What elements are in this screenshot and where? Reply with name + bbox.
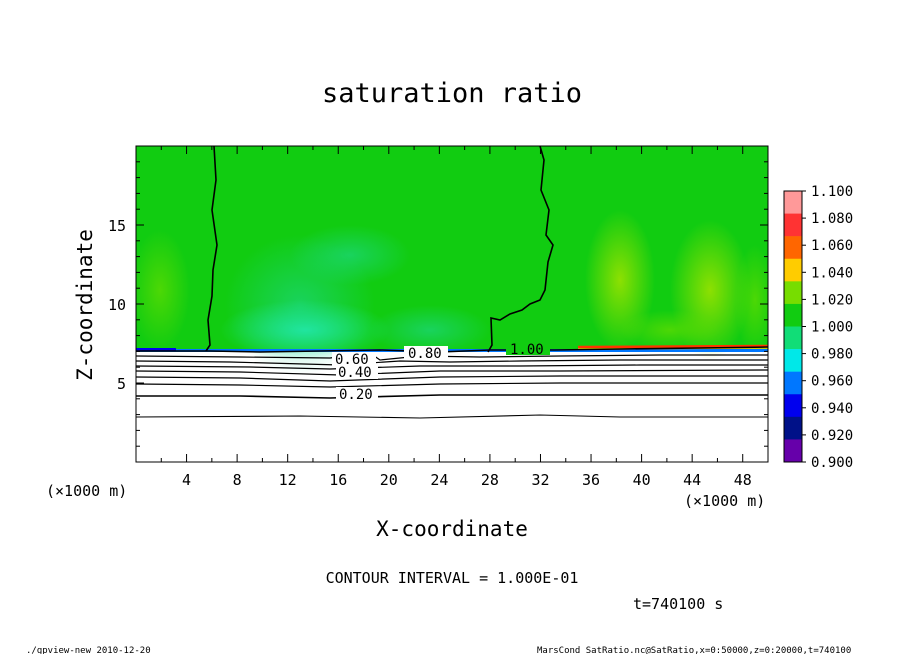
colorbar-swatch: [784, 416, 802, 440]
x-tick-label: 4: [182, 471, 191, 489]
time-label: t=740100 s: [633, 595, 723, 613]
x-tick-label: 20: [380, 471, 398, 489]
colorbar-swatch: [784, 349, 802, 372]
colorbar-swatch: [784, 371, 802, 395]
contour-interval: CONTOUR INTERVAL = 1.000E-01: [326, 569, 579, 587]
colorbar-label: 1.060: [811, 238, 853, 254]
colorbar-label: 0.980: [811, 347, 853, 363]
contour-label-0-60: 0.60: [335, 352, 369, 368]
x-tick-label: 48: [734, 471, 752, 489]
colorbar-swatch: [784, 281, 802, 305]
x-tick-label: 8: [233, 471, 242, 489]
x-tick-label: 24: [430, 471, 448, 489]
colorbar-swatch: [784, 303, 802, 327]
colorbar-swatch: [784, 394, 802, 418]
heatmap-field: [136, 146, 768, 462]
x-tick-label: 36: [582, 471, 600, 489]
contour-label-0-20: 0.20: [339, 387, 373, 403]
x-unit-right: (×1000 m): [684, 492, 765, 510]
x-tick-label: 44: [683, 471, 701, 489]
colorbar-label: 0.960: [811, 374, 853, 390]
x-tick-label: 40: [633, 471, 651, 489]
colorbar-label: 1.000: [811, 320, 853, 336]
footer-right: MarsCond_SatRatio.nc@SatRatio,x=0:50000,…: [537, 646, 851, 654]
contour-label-0-80: 0.80: [408, 346, 442, 362]
colorbar-swatch: [784, 213, 802, 237]
x-axis-ticks: 4 8 12 16 20 24 28 32 36 40 44 48: [160, 146, 752, 489]
contour-labels: 1.00 0.80 0.60 0.40 0.20: [332, 342, 550, 403]
y-tick-label: 5: [117, 375, 126, 393]
x-tick-label: 12: [279, 471, 297, 489]
colorbar-label: 1.020: [811, 292, 853, 308]
x-tick-label: 16: [329, 471, 347, 489]
x-unit-left: (×1000 m): [46, 482, 127, 500]
footer-left: ./gpview-new 2010-12-20: [26, 646, 151, 654]
colorbar: 1.100 1.080 1.060 1.040 1.020 1.000 0.980 0.960…: [783, 184, 853, 471]
colorbar-swatch: [784, 326, 802, 350]
x-tick-label: 32: [531, 471, 549, 489]
colorbar-swatch: [784, 258, 802, 282]
colorbar-swatch: [784, 439, 802, 463]
colorbar-label: 1.100: [811, 184, 853, 200]
chart-title: saturation ratio: [322, 78, 582, 109]
colorbar-label: 1.080: [811, 211, 853, 227]
y-tick-label: 15: [108, 217, 126, 235]
colorbar-label: 1.040: [811, 265, 853, 281]
contour-label-0-40: 0.40: [338, 365, 372, 381]
y-axis-label: Z-coordinate: [73, 229, 97, 381]
colorbar-swatch: [784, 236, 802, 260]
colorbar-swatch: [784, 191, 802, 214]
y-axis-ticks: 5 10 15: [108, 161, 768, 447]
x-axis-label: X-coordinate: [376, 517, 528, 541]
contour-label-1-00: 1.00: [510, 342, 544, 358]
colorbar-label: 0.900: [811, 455, 853, 471]
colorbar-label: 0.920: [811, 428, 853, 444]
colorbar-label: 0.940: [811, 401, 853, 417]
x-tick-label: 28: [481, 471, 499, 489]
y-tick-label: 10: [108, 296, 126, 314]
